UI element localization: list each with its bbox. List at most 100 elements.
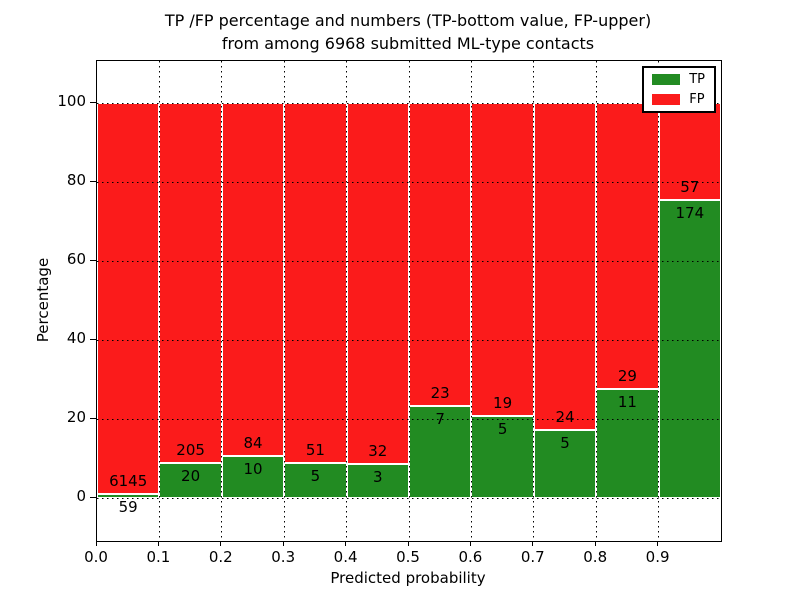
- y-gridline: [97, 497, 721, 499]
- tp-count-label: 174: [675, 204, 705, 223]
- x-tick-mark: [407, 541, 409, 546]
- bar-segment-fp: [533, 103, 597, 430]
- y-tick-label: 80: [66, 171, 86, 189]
- fp-count-label: 24: [555, 407, 575, 426]
- fp-count-label: 205: [176, 440, 205, 459]
- fp-count-label: 29: [617, 367, 637, 386]
- tp-count-label: 10: [243, 459, 263, 478]
- tp-count-label: 5: [497, 419, 508, 438]
- y-tick-mark: [90, 101, 96, 103]
- bar-segment-fp: [471, 103, 534, 416]
- x-tick-label: 0.4: [333, 548, 358, 566]
- bar-segment-tp: [471, 415, 534, 498]
- tp-swatch-icon: [652, 74, 681, 85]
- legend: TP FP: [642, 66, 716, 113]
- y-tick-mark: [90, 496, 96, 498]
- y-axis-label: Percentage: [34, 257, 52, 343]
- y-tick-label: 0: [76, 487, 86, 505]
- y-tick-label: 100: [57, 92, 86, 110]
- bar-segment-tp: [284, 462, 347, 498]
- x-gridline: [408, 61, 410, 541]
- tp-count-label: 5: [560, 433, 570, 452]
- x-gridline: [221, 61, 223, 541]
- x-tick-mark: [345, 541, 347, 546]
- chart-title-line1: TP /FP percentage and numbers (TP-bottom…: [164, 11, 652, 30]
- bar-segment-tp: [346, 464, 409, 498]
- x-tick-mark: [220, 541, 222, 546]
- x-gridline: [158, 61, 160, 541]
- y-tick-label: 20: [66, 408, 86, 426]
- fp-count-label: 51: [305, 440, 325, 459]
- bar-segment-fp: [97, 103, 160, 495]
- x-tick-mark: [282, 541, 284, 546]
- bar-segment-fp: [284, 103, 347, 463]
- bar-segment-fp: [346, 103, 409, 465]
- x-axis-label: Predicted probability: [330, 569, 486, 587]
- x-gridline: [533, 61, 535, 541]
- y-tick-mark: [90, 259, 96, 261]
- bar-segment-tp: [159, 462, 222, 498]
- x-tick-label: 0.9: [645, 548, 670, 566]
- y-gridline: [97, 260, 721, 262]
- fp-count-label: 19: [493, 393, 513, 412]
- x-tick-mark: [95, 541, 97, 546]
- y-gridline: [97, 339, 721, 341]
- x-gridline: [346, 61, 348, 541]
- y-tick-mark: [90, 417, 96, 419]
- tp-count-label: 20: [181, 466, 201, 485]
- bar-segment-tp: [658, 200, 721, 498]
- fp-count-label: 6145: [109, 472, 148, 491]
- tp-count-label: 7: [435, 409, 445, 428]
- fp-swatch-icon: [652, 94, 681, 105]
- bar-segment-tp: [409, 405, 472, 498]
- x-tick-mark: [594, 541, 596, 546]
- x-tick-label: 0.7: [520, 548, 545, 566]
- tp-count-label: 5: [310, 466, 321, 485]
- y-tick-mark: [90, 338, 96, 340]
- x-tick-label: 0.3: [271, 548, 296, 566]
- x-gridline: [658, 61, 660, 541]
- x-tick-label: 0.6: [458, 548, 483, 566]
- y-gridline: [97, 102, 721, 104]
- x-tick-mark: [532, 541, 534, 546]
- y-tick-label: 60: [66, 250, 86, 268]
- y-gridline: [97, 181, 721, 183]
- bar-segment-tp: [533, 429, 597, 498]
- x-gridline: [283, 61, 285, 541]
- x-tick-mark: [469, 541, 471, 546]
- legend-label-tp: TP: [689, 72, 705, 87]
- legend-item-fp: FP: [652, 93, 705, 106]
- tp-count-label: 3: [373, 468, 383, 487]
- x-gridline: [470, 61, 472, 541]
- x-tick-mark: [657, 541, 659, 546]
- x-tick-label: 0.8: [583, 548, 608, 566]
- x-tick-mark: [157, 541, 159, 546]
- bar-segment-tp: [221, 455, 285, 498]
- x-gridline: [595, 61, 597, 541]
- chart-title: TP /FP percentage and numbers (TP-bottom…: [96, 9, 720, 55]
- x-tick-label: 0.5: [396, 548, 420, 566]
- tp-count-label: 11: [617, 393, 637, 412]
- legend-label-fp: FP: [689, 92, 705, 107]
- y-tick-mark: [90, 180, 96, 182]
- x-tick-label: 0.1: [146, 548, 171, 566]
- fp-count-label: 23: [430, 383, 450, 402]
- bar-segment-fp: [658, 103, 721, 201]
- chart-title-line2: from among 6968 submitted ML-type contac…: [221, 34, 595, 53]
- fp-count-label: 32: [368, 442, 388, 461]
- bar-segment-fp: [596, 103, 659, 390]
- tp-count-label: 59: [118, 498, 138, 517]
- plot-area: 6145 59 205 20 84 10 51 5 32 3 23 7 19 5 24 5 29 11 57 174 …: [96, 60, 722, 542]
- fp-count-label: 57: [680, 178, 700, 197]
- y-gridline: [97, 418, 721, 420]
- y-tick-label: 40: [66, 329, 86, 347]
- bar-segment-fp: [409, 103, 472, 406]
- bar-segment-tp: [596, 389, 659, 498]
- bar-segment-fp: [221, 103, 285, 456]
- fp-count-label: 84: [243, 433, 263, 452]
- bar-segment-fp: [159, 103, 222, 463]
- x-tick-label: 0.0: [84, 548, 108, 566]
- legend-item-tp: TP: [652, 73, 705, 86]
- x-tick-label: 0.2: [208, 548, 233, 566]
